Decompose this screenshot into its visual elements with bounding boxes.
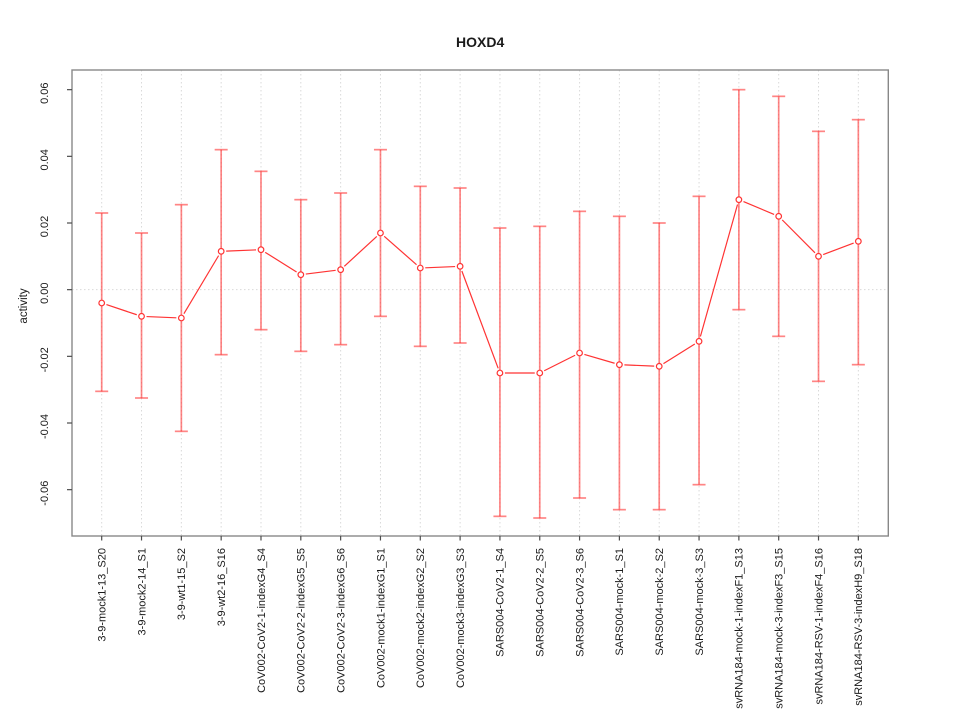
series-line-segment (226, 249, 257, 252)
data-point (337, 266, 345, 274)
x-tick-label: 3-9-wt2-16_S16 (216, 548, 228, 626)
x-tick-label: SARS004-CoV2-1_S4 (495, 548, 507, 657)
series-line-segment (822, 242, 854, 256)
series-line-segment (264, 251, 297, 273)
series-line-segment (584, 353, 615, 364)
data-point (257, 246, 265, 254)
data-point (815, 252, 822, 260)
series-line-segment (343, 235, 378, 267)
data-point (496, 369, 504, 377)
series-line-segment (663, 343, 696, 365)
x-tick-label: SARS004-mock-2_S2 (654, 548, 666, 656)
y-tick-label: 0.02 (39, 216, 51, 237)
data-point (416, 264, 424, 272)
data-point (456, 262, 464, 270)
series-line-segment (146, 315, 177, 319)
data-point (735, 196, 743, 204)
x-tick-label: svRNA184-RSV-3-indexH9_S18 (853, 548, 865, 706)
series-line-segment (699, 204, 739, 337)
x-tick-label: CoV002-mock3-indexG3_S3 (455, 548, 467, 688)
series-line-segment (543, 354, 576, 372)
y-tick-label: -0.04 (39, 414, 51, 439)
data-point (297, 271, 305, 279)
data-point (695, 337, 703, 345)
data-point (775, 212, 783, 220)
x-tick-label: SARS004-mock-3_S3 (694, 548, 706, 656)
series-line-segment (425, 265, 456, 269)
data-point (576, 349, 583, 357)
plot-border (71, 69, 889, 537)
x-tick-label: 3-9-mock2-14_S1 (136, 548, 148, 635)
data-point (138, 312, 145, 320)
y-tick-label: 0.04 (39, 149, 51, 170)
series-line-segment (781, 219, 816, 254)
series-line-segment (461, 270, 499, 369)
x-tick-label: SARS004-CoV2-2_S5 (535, 548, 547, 657)
data-point (217, 247, 225, 255)
series-line-segment (624, 364, 655, 367)
data-point (377, 229, 384, 237)
series-line-segment (183, 255, 220, 315)
x-tick-label: CoV002-mock1-indexG1_S1 (375, 548, 387, 688)
y-tick-label: 0.06 (39, 82, 51, 103)
x-tick-label: svRNA184-mock-3-indexF3_S15 (773, 548, 785, 709)
data-point (854, 237, 862, 245)
x-tick-label: CoV002-CoV2-1-indexG4_S4 (256, 548, 268, 693)
data-point (98, 299, 106, 307)
y-tick-label: -0.02 (39, 347, 51, 372)
x-tick-label: SARS004-CoV2-3_S6 (574, 548, 586, 657)
y-tick-label: 0.00 (39, 282, 51, 303)
x-tick-label: SARS004-mock-1_S1 (614, 548, 626, 656)
x-tick-label: CoV002-CoV2-2-indexG5_S5 (296, 548, 308, 693)
data-point (177, 314, 185, 322)
data-point (655, 362, 663, 370)
y-tick-label: -0.06 (39, 481, 51, 506)
data-point (615, 361, 623, 369)
x-tick-label: 3-9-mock1-13_S20 (97, 548, 109, 642)
series-line-segment (305, 269, 336, 275)
y-axis-label: activity (18, 288, 30, 323)
series-line-segment (383, 235, 417, 266)
x-tick-label: 3-9-wt1-15_S2 (176, 548, 188, 620)
x-tick-label: CoV002-CoV2-3-indexG6_S6 (335, 548, 347, 693)
x-tick-label: svRNA184-RSV-1-indexF4_S16 (813, 548, 825, 705)
series-line-segment (106, 304, 137, 316)
data-point (536, 369, 544, 377)
chart-title: HOXD4 (456, 34, 504, 50)
series-line-segment (743, 201, 775, 215)
x-tick-label: CoV002-mock2-indexG2_S2 (415, 548, 427, 688)
x-tick-label: svRNA184-mock-1-indexF1_S13 (734, 548, 746, 709)
